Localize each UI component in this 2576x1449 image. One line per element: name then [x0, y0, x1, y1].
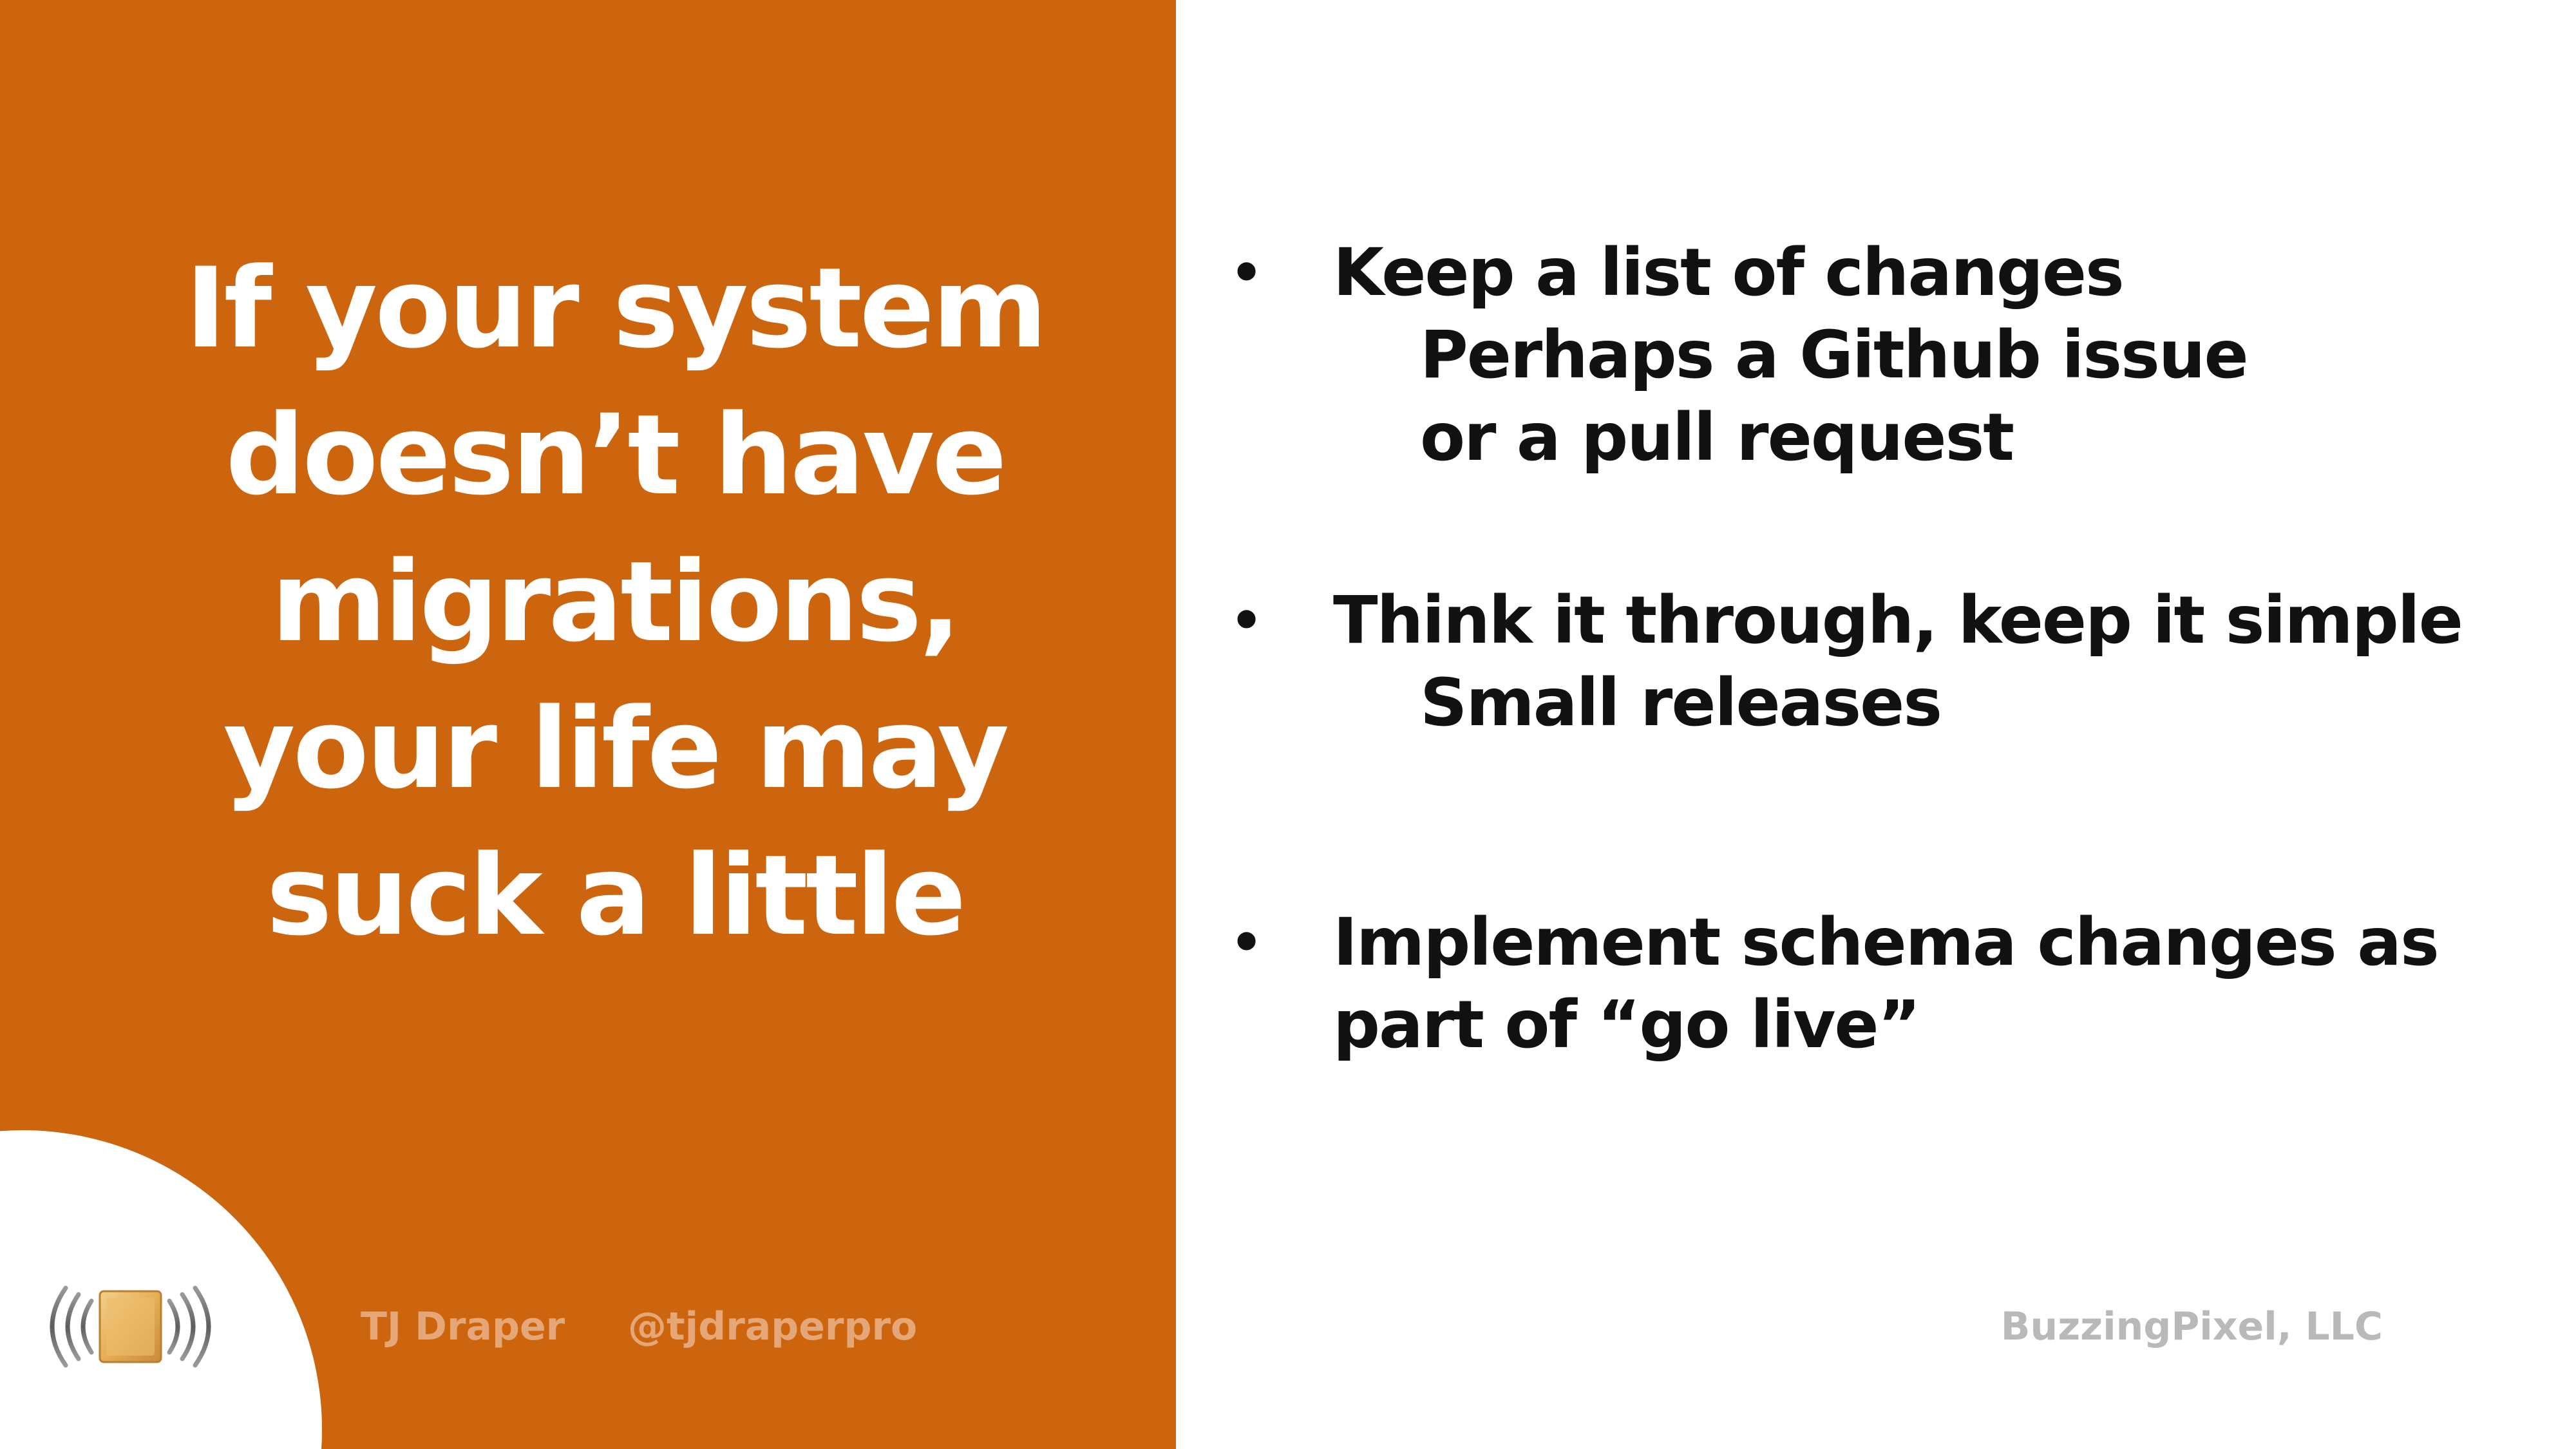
bullet-text: Keep a list of changes Perhaps a Github … — [1333, 232, 2249, 479]
title-line: suck a little — [266, 831, 967, 960]
footer-author-name: TJ Draper — [361, 1304, 565, 1349]
bullet-sub-text: Perhaps a Github issue — [1420, 317, 2249, 393]
footer-company-name: BuzzingPixel, LLC — [2000, 1304, 2383, 1349]
slide-title: If your system doesn’t have migrations, … — [84, 235, 1146, 969]
bullet-marker: • — [1230, 913, 1263, 972]
footer-social-handle: @tjdraperpro — [628, 1304, 918, 1349]
title-line: If your system — [185, 243, 1047, 373]
title-line: migrations, — [271, 537, 961, 667]
bullet-marker: • — [1230, 591, 1263, 650]
bullet-text: Think it through, keep it simple Small r… — [1333, 580, 2463, 744]
buzzing-pixel-logo-icon — [50, 1285, 211, 1368]
bullet-sub-text: Small releases — [1420, 665, 1942, 741]
bullet-marker: • — [1230, 243, 1263, 303]
bullet-main-text: Think it through, keep it simple — [1333, 582, 2463, 659]
bullet-sub-text: or a pull request — [1420, 399, 2014, 476]
bullet-main-text: Keep a list of changes — [1333, 234, 2125, 311]
bullet-text: Implement schema changes as part of “go … — [1333, 902, 2439, 1066]
title-line: doesn’t have — [225, 390, 1007, 520]
orange-panel: If your system doesn’t have migrations, … — [0, 0, 1176, 1449]
bullet-main-text: Implement schema changes as — [1333, 904, 2439, 981]
title-line: your life may — [223, 684, 1010, 813]
bullet-main-text: part of “go live” — [1333, 987, 1921, 1063]
